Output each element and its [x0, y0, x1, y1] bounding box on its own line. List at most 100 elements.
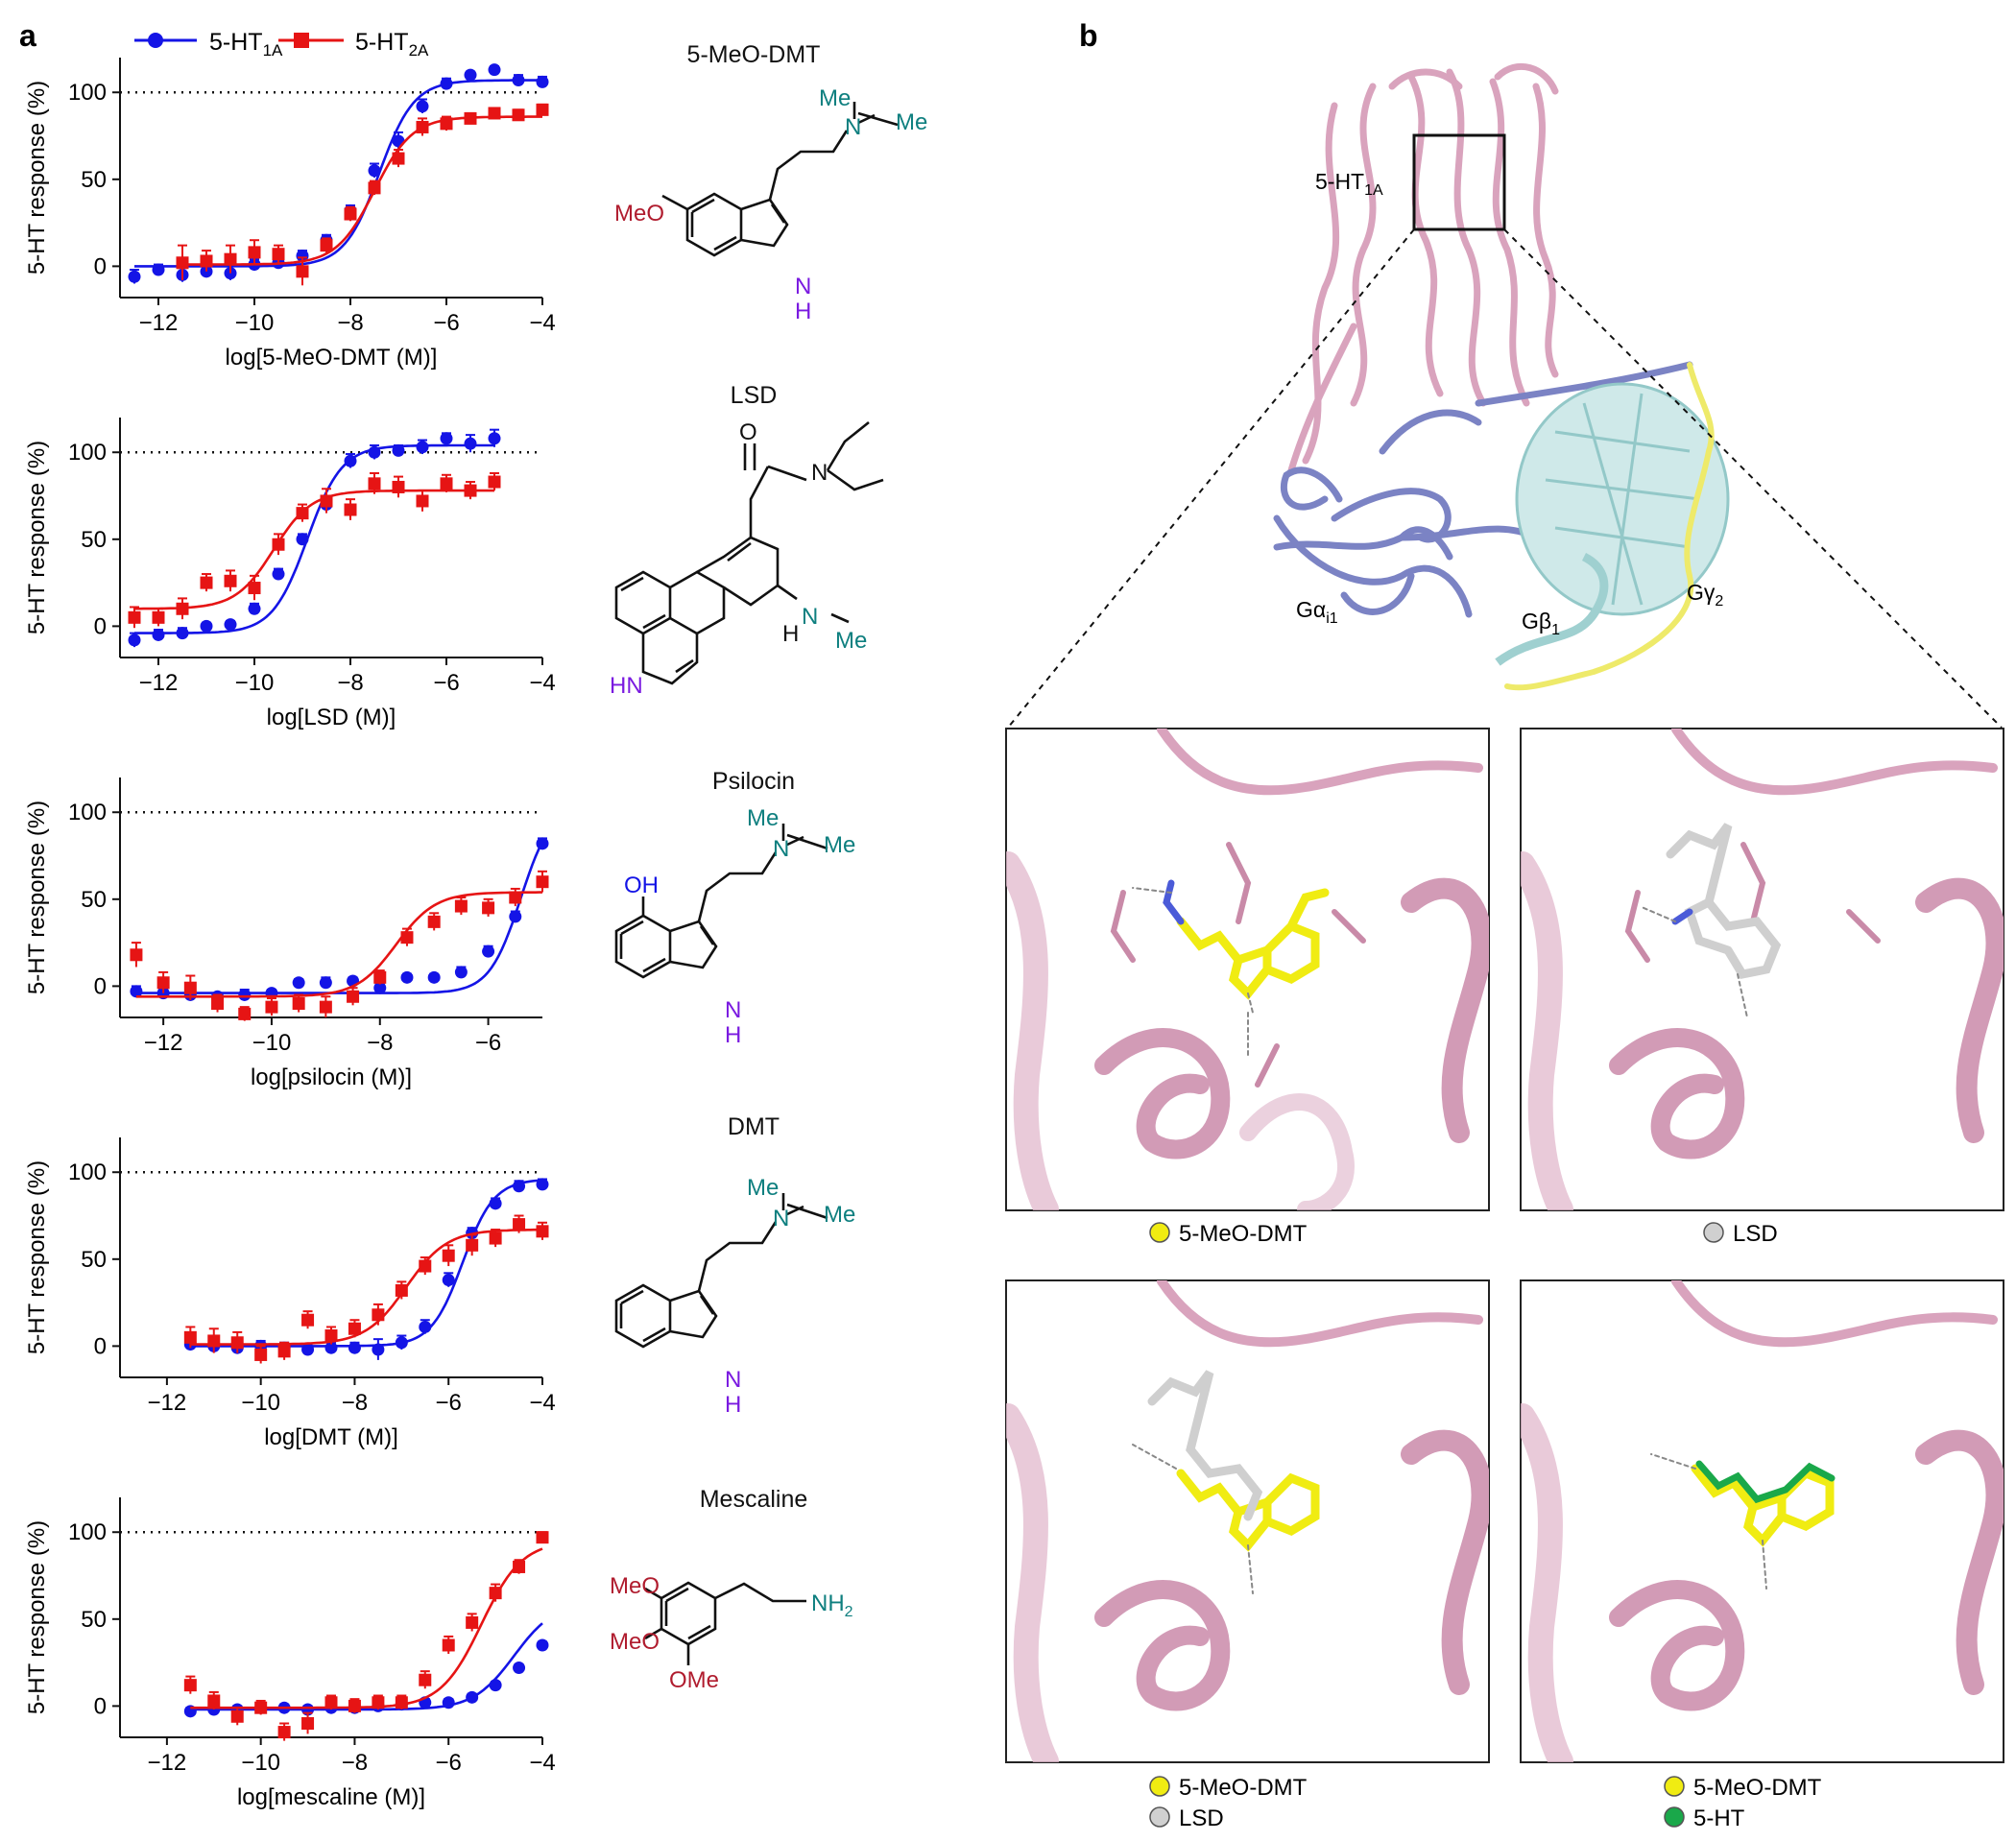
x-tick-label: −6	[433, 310, 459, 336]
legend-circle-marker	[148, 33, 163, 48]
x-tick-label: −8	[342, 1750, 368, 1776]
panel-label-a: a	[19, 18, 36, 53]
data-point	[536, 75, 549, 88]
receptor-complex: 5-HT1A Gαi1 Gβ1 Gγ2	[1007, 62, 2003, 729]
g-beta-label: Gβ	[1522, 609, 1551, 634]
legend-dot-5-meo-dmt	[1664, 1776, 1685, 1797]
data-point	[509, 910, 522, 923]
chart-0: 0 50 100 −12 −10 −8 −6 −4 log[5-MeO-DMT (M)] 5-HT…	[24, 58, 556, 371]
legend-panel-3: 5-MeO-DMT 5-HT	[1664, 1775, 1822, 1831]
legend-dot-5-ht	[1664, 1806, 1685, 1828]
structure-dmt: DMT Me N Me N H	[614, 1113, 855, 1418]
x-tick-label: −10	[235, 310, 275, 336]
data-point	[536, 103, 549, 116]
svg-text:Gαi1: Gαi1	[1296, 597, 1338, 627]
compound-name-mescaline: Mescaline	[700, 1486, 808, 1513]
data-point	[344, 454, 357, 467]
data-point	[416, 120, 429, 133]
atom-me1: Me	[747, 805, 779, 831]
legend-dot-lsd	[1703, 1222, 1724, 1243]
y-axis-label: 5-HT response (%)	[24, 81, 50, 275]
data-point	[464, 484, 477, 497]
structure-lsd: LSD O N N Me H HN	[610, 382, 884, 699]
data-point	[344, 207, 357, 221]
data-point	[152, 610, 165, 624]
svg-text:NH2: NH2	[811, 1590, 853, 1620]
data-point	[347, 990, 360, 1003]
y-tick-label: 50	[81, 1247, 107, 1273]
data-point	[292, 997, 305, 1011]
legend-5ht1a-label: 5-HT	[209, 29, 263, 56]
legend-5ht1a-sub: 1A	[263, 41, 283, 60]
y-tick-label: 0	[94, 1333, 107, 1359]
data-point	[368, 477, 381, 490]
data-point	[272, 538, 285, 551]
data-point	[536, 1531, 549, 1544]
data-point	[395, 1283, 408, 1297]
x-tick-label: −12	[148, 1390, 187, 1416]
data-point	[254, 1348, 268, 1361]
atom-meo2: MeO	[610, 1629, 660, 1655]
x-tick-label: −12	[144, 1030, 183, 1056]
data-point	[482, 944, 495, 958]
receptor-legend: 5-HT1A 5-HT2A	[134, 29, 429, 60]
data-point	[488, 432, 501, 445]
atom-n: N	[845, 114, 861, 140]
structure-psilocin: Psilocin OH Me N Me N H	[614, 768, 855, 1048]
atom-n: N	[773, 836, 789, 862]
fit-curve	[134, 79, 542, 268]
x-tick-label: −6	[436, 1750, 462, 1776]
data-point	[248, 602, 261, 615]
x-tick-label: −4	[529, 670, 555, 696]
data-point	[183, 1330, 197, 1344]
fit-curve	[182, 115, 542, 266]
y-tick-label: 100	[68, 1160, 107, 1185]
data-point	[248, 582, 261, 595]
data-point	[400, 931, 414, 944]
g-alpha-label: Gα	[1296, 597, 1326, 622]
data-point	[416, 441, 429, 454]
x-tick-label: −12	[139, 670, 179, 696]
data-point	[488, 107, 501, 120]
series-1	[128, 471, 501, 629]
data-point	[224, 574, 237, 587]
data-point	[513, 1180, 526, 1193]
data-point	[440, 117, 453, 131]
g-beta-label-sub: 1	[1551, 622, 1560, 638]
data-point	[344, 503, 357, 516]
data-point	[392, 443, 405, 457]
atom-me: Me	[835, 628, 867, 654]
data-point	[536, 837, 549, 850]
data-point	[238, 1007, 252, 1020]
data-point	[419, 1320, 432, 1333]
binding-panel-overlay-5ht	[1520, 1279, 2004, 1763]
atom-amide-n: N	[811, 460, 828, 486]
fit-curve	[135, 841, 544, 994]
data-point	[454, 899, 468, 913]
receptor-label: 5-HT	[1315, 169, 1364, 194]
atom-indole-n: N	[725, 1367, 741, 1393]
series-1	[183, 1214, 549, 1364]
data-point	[183, 1679, 197, 1692]
data-point	[230, 1336, 244, 1350]
receptor-5ht1a-ribbon	[1287, 62, 1559, 474]
svg-text:5-HT1A: 5-HT1A	[209, 29, 283, 60]
y-tick-label: 50	[81, 887, 107, 913]
data-point	[489, 1587, 502, 1600]
atom-o: O	[739, 419, 757, 445]
legend-label-5-meo-dmt: 5-MeO-DMT	[1179, 1775, 1308, 1801]
data-point	[320, 494, 333, 508]
data-point	[238, 988, 252, 1001]
fit-curve	[190, 1547, 543, 1710]
data-point	[301, 1343, 315, 1356]
legend-panel-2: 5-MeO-DMT LSD	[1149, 1775, 1308, 1831]
compound-name-lsd: LSD	[731, 382, 778, 409]
legend-item-5ht2a: 5-HT2A	[278, 29, 429, 60]
atom-me2: Me	[896, 109, 927, 135]
y-tick-label: 100	[68, 440, 107, 466]
series-0	[183, 1622, 549, 1718]
data-point	[488, 475, 501, 489]
y-tick-label: 0	[94, 1693, 107, 1719]
atom-indole-n: N	[795, 274, 811, 299]
data-point	[372, 1308, 385, 1322]
